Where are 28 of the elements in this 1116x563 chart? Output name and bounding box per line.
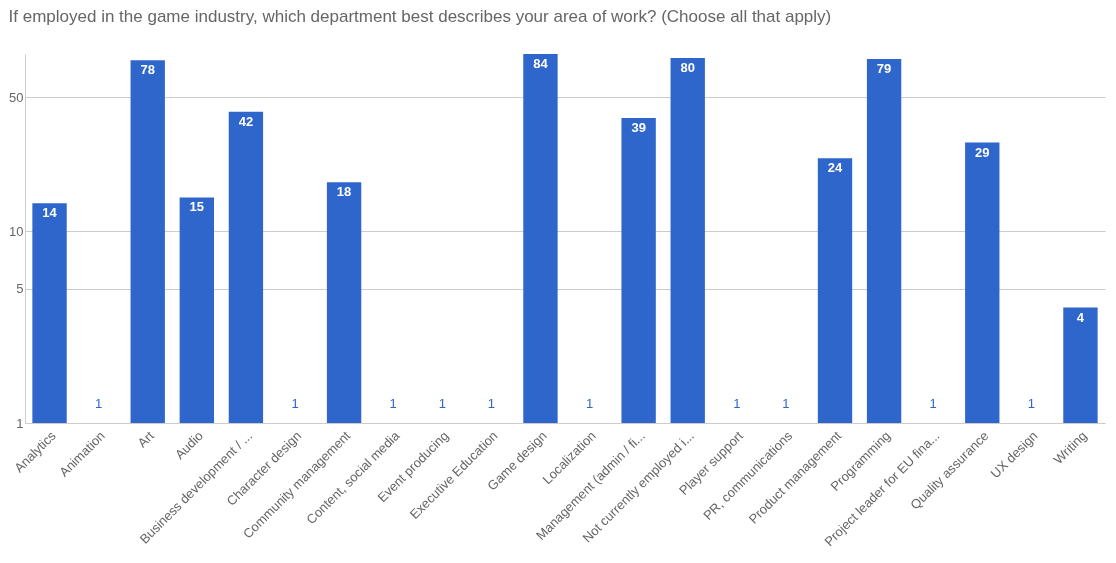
data-label: 24 xyxy=(827,160,843,176)
data-label: 1 xyxy=(291,396,299,411)
data-label: 14 xyxy=(42,205,58,221)
data-label: 1 xyxy=(929,396,937,411)
data-label: 39 xyxy=(631,119,646,135)
data-label: 1 xyxy=(585,396,594,411)
y-tick-label: 1 xyxy=(16,415,24,431)
y-tick-label: 10 xyxy=(9,223,24,239)
data-label: 78 xyxy=(140,62,155,78)
data-label: 79 xyxy=(876,61,892,77)
data-label: 29 xyxy=(975,144,990,160)
data-label: 42 xyxy=(238,113,254,129)
data-label: 1 xyxy=(782,396,790,411)
data-label: 1 xyxy=(487,396,495,411)
x-tick-label: Art xyxy=(134,427,158,451)
data-label: 80 xyxy=(680,60,695,76)
chart-title: If employed in the game industry, which department best describes your area of work? (Choose all that apply) xyxy=(8,7,832,26)
data-label: 1 xyxy=(389,396,397,411)
data-label: 1 xyxy=(733,396,741,411)
data-label: 84 xyxy=(533,56,549,71)
data-label: 4 xyxy=(1076,309,1085,325)
data-label: 1 xyxy=(95,396,103,411)
y-tick-label: 50 xyxy=(9,89,24,105)
data-label: 1 xyxy=(438,396,446,411)
y-tick-label: 5 xyxy=(16,281,24,297)
data-label: 18 xyxy=(336,184,352,200)
data-label: 15 xyxy=(189,199,205,215)
data-label: 1 xyxy=(1027,396,1035,411)
